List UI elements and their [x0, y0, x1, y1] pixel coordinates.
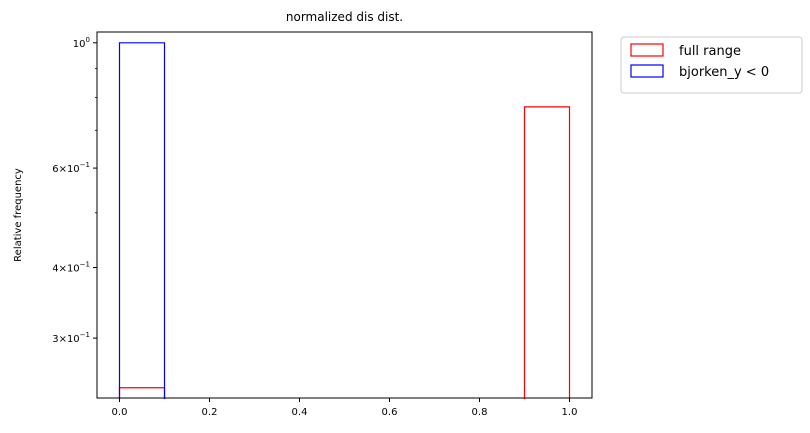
- y-tick-label: 4×10−1: [52, 261, 90, 275]
- y-axis-label: Relative frequency: [13, 168, 24, 262]
- y-tick-label: 100: [73, 36, 90, 50]
- y-tick-label: 3×10−1: [52, 331, 90, 345]
- bar-bjorken-y-0: [118, 42, 166, 399]
- x-tick-label: 0.6: [382, 407, 398, 418]
- y-axis: 100 6×10−1 4×10−1 3×10−1: [52, 36, 97, 345]
- x-tick-label: 0.2: [202, 407, 218, 418]
- x-tick-label: 1.0: [562, 407, 578, 418]
- legend-label: bjorken_y < 0: [679, 65, 769, 80]
- y-tick-label: 6×10−1: [52, 161, 90, 175]
- legend-swatch: [630, 43, 664, 57]
- plot-frame: [96, 31, 593, 399]
- x-tick-label: 0.8: [472, 407, 488, 418]
- chart-title: normalized dis dist.: [286, 10, 403, 24]
- legend: full range bjorken_y < 0: [620, 36, 803, 94]
- bar-full-range-1: [523, 106, 571, 399]
- bars-layer: [118, 42, 571, 399]
- legend-label: full range: [679, 44, 741, 59]
- legend-frame: [620, 36, 803, 94]
- x-axis: 0.0 0.2 0.4 0.6 0.8 1.0: [112, 398, 578, 418]
- legend-swatch: [630, 64, 664, 78]
- x-tick-label: 0.0: [112, 407, 128, 418]
- plot-area: [97, 32, 592, 398]
- x-tick-label: 0.4: [292, 407, 308, 418]
